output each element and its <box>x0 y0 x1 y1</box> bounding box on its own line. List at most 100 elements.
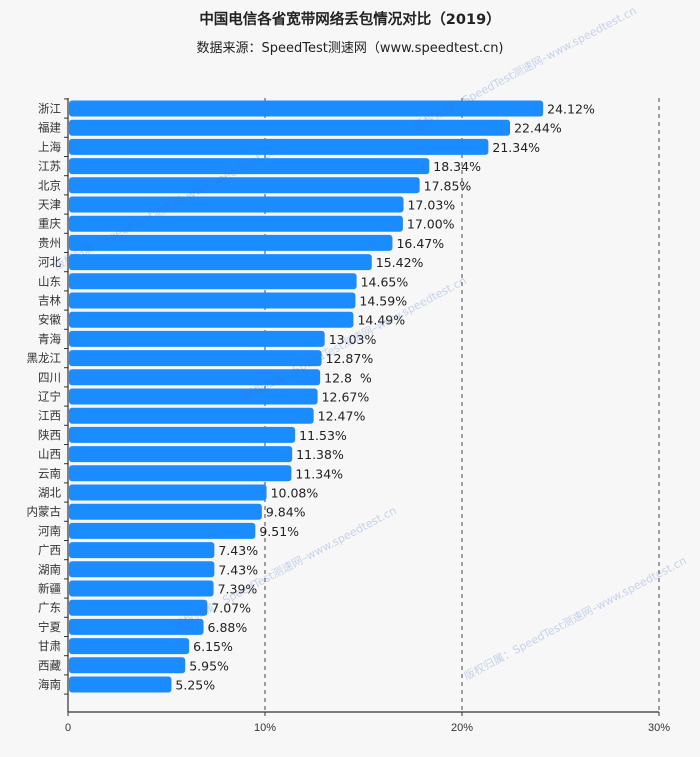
bar <box>69 503 262 520</box>
data-label: 21.34% <box>492 140 540 155</box>
bar <box>69 542 215 559</box>
category-label: 吉林 <box>38 294 61 308</box>
category-label: 广东 <box>38 601 61 615</box>
chart-subtitle: 数据来源：SpeedTest测速网（www.speedtest.cn) <box>196 41 504 56</box>
category-label: 福建 <box>38 121 61 135</box>
data-label: 5.95% <box>189 658 229 673</box>
bar <box>69 311 354 328</box>
bar <box>69 330 325 347</box>
bar <box>69 273 357 290</box>
bar <box>69 580 214 597</box>
data-label: 18.34% <box>433 159 481 174</box>
category-label: 云南 <box>38 466 61 480</box>
category-label: 河北 <box>38 255 61 269</box>
category-label: 山西 <box>38 447 61 461</box>
data-label: 6.15% <box>193 639 233 654</box>
bar <box>69 676 172 693</box>
category-label: 辽宁 <box>38 390 61 404</box>
bar <box>69 196 404 213</box>
data-label: 9.84% <box>266 505 306 520</box>
category-label: 黑龙江 <box>27 351 62 365</box>
bar <box>69 599 208 616</box>
data-label: 14.65% <box>361 274 409 289</box>
data-label: 17.85% <box>424 178 472 193</box>
data-label: 11.38% <box>296 447 344 462</box>
category-label: 江西 <box>38 409 61 423</box>
category-label: 甘肃 <box>38 639 61 653</box>
data-label: 15.42% <box>376 255 424 270</box>
category-label: 河南 <box>38 524 61 538</box>
data-label: 22.44% <box>514 121 562 136</box>
category-label: 青海 <box>38 332 61 346</box>
category-label: 江苏 <box>38 159 61 173</box>
category-label: 陕西 <box>38 428 61 442</box>
x-tick-label: 0 <box>65 722 71 734</box>
data-label: 24.12% <box>547 102 595 117</box>
bar <box>69 138 489 155</box>
data-label: 7.07% <box>211 601 251 616</box>
bar <box>69 215 403 232</box>
bar <box>69 657 186 674</box>
category-label: 贵州 <box>38 236 61 250</box>
data-label: 11.53% <box>299 428 347 443</box>
category-label: 四川 <box>38 370 61 384</box>
data-label: 12.67% <box>322 390 370 405</box>
bar <box>69 254 372 271</box>
category-label: 山东 <box>38 274 61 288</box>
category-label: 湖北 <box>38 486 61 500</box>
bar <box>69 638 190 655</box>
data-label: 17.00% <box>407 217 455 232</box>
category-label: 北京 <box>38 178 61 192</box>
bar <box>69 100 544 117</box>
category-label: 宁夏 <box>38 620 61 634</box>
bar <box>69 158 430 175</box>
data-label: 7.43% <box>218 543 258 558</box>
bar <box>69 426 296 443</box>
data-label: 14.49% <box>357 313 405 328</box>
bar <box>69 388 318 405</box>
bar <box>69 350 322 367</box>
bar <box>69 177 420 194</box>
data-label: 7.39% <box>218 582 258 597</box>
data-label: 14.59% <box>359 294 407 309</box>
data-label: 5.25% <box>175 678 215 693</box>
data-label: 11.34% <box>295 466 343 481</box>
bar <box>69 292 356 309</box>
x-tick-label: 10% <box>254 722 276 734</box>
category-label: 天津 <box>38 198 61 212</box>
bar <box>69 561 215 578</box>
data-label: 17.03% <box>407 198 455 213</box>
data-label: 12.8 % <box>324 370 372 385</box>
category-label: 重庆 <box>38 217 61 231</box>
bar <box>69 369 321 386</box>
category-label: 湖南 <box>38 562 61 576</box>
bar <box>69 618 204 635</box>
data-label: 10.08% <box>271 486 319 501</box>
category-label: 内蒙古 <box>27 505 62 519</box>
category-label: 上海 <box>38 140 61 154</box>
data-label: 12.47% <box>318 409 366 424</box>
bar <box>69 446 293 463</box>
data-label: 9.51% <box>259 524 299 539</box>
bar <box>69 234 393 251</box>
category-label: 浙江 <box>38 102 61 116</box>
category-label: 海南 <box>38 678 61 692</box>
category-label: 安徽 <box>38 313 61 327</box>
category-label: 西藏 <box>38 658 61 672</box>
data-label: 6.88% <box>208 620 248 635</box>
data-label: 16.47% <box>396 236 444 251</box>
bar <box>69 484 267 501</box>
category-label: 新疆 <box>38 582 61 596</box>
bar <box>69 119 511 136</box>
x-tick-label: 30% <box>648 722 670 734</box>
chart-title: 中国电信各省宽带网络丢包情况对比（2019） <box>199 12 501 28</box>
data-label: 12.87% <box>326 351 374 366</box>
bar <box>69 522 256 539</box>
data-label: 7.43% <box>218 562 258 577</box>
x-tick-label: 20% <box>451 722 473 734</box>
data-label: 13.03% <box>329 332 377 347</box>
bar <box>69 465 292 482</box>
bar <box>69 407 314 424</box>
category-label: 广西 <box>38 543 61 557</box>
